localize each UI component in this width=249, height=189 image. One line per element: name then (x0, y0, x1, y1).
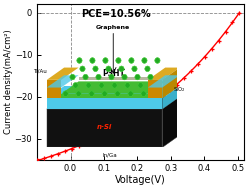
Circle shape (141, 91, 146, 96)
Circle shape (93, 66, 98, 72)
Circle shape (115, 91, 120, 96)
Polygon shape (162, 97, 180, 147)
Polygon shape (148, 68, 180, 80)
Text: PCE=10.56%: PCE=10.56% (81, 9, 151, 19)
Polygon shape (79, 77, 165, 80)
X-axis label: Voltage(V): Voltage(V) (115, 175, 166, 185)
Circle shape (73, 83, 78, 88)
Text: Ti/Au: Ti/Au (33, 68, 47, 73)
Circle shape (145, 66, 150, 72)
Circle shape (102, 91, 107, 96)
Text: Graphene: Graphene (96, 25, 130, 29)
Circle shape (76, 91, 81, 96)
Polygon shape (47, 109, 162, 147)
Polygon shape (47, 97, 180, 109)
Circle shape (155, 58, 160, 63)
Text: P3HT: P3HT (102, 69, 125, 78)
Polygon shape (162, 86, 180, 109)
Circle shape (63, 91, 68, 96)
Circle shape (70, 74, 75, 80)
Circle shape (138, 83, 143, 88)
Circle shape (99, 83, 104, 88)
Circle shape (89, 91, 94, 96)
Y-axis label: Current density(mA/cm²): Current density(mA/cm²) (4, 29, 13, 134)
Polygon shape (61, 94, 148, 98)
Circle shape (109, 74, 114, 80)
Polygon shape (47, 75, 79, 88)
Polygon shape (47, 80, 61, 98)
Circle shape (148, 74, 153, 80)
Circle shape (80, 66, 85, 72)
Polygon shape (47, 68, 79, 80)
Circle shape (116, 58, 121, 63)
Text: In/Ga: In/Ga (102, 152, 117, 157)
Circle shape (135, 74, 140, 80)
Circle shape (142, 58, 147, 63)
Polygon shape (61, 81, 165, 94)
Circle shape (129, 58, 134, 63)
Circle shape (112, 83, 117, 88)
Circle shape (86, 83, 91, 88)
Circle shape (122, 74, 127, 80)
Circle shape (77, 58, 82, 63)
Circle shape (128, 91, 133, 96)
Circle shape (119, 66, 124, 72)
Text: n-Si: n-Si (97, 125, 112, 130)
Polygon shape (162, 68, 180, 98)
Circle shape (132, 66, 137, 72)
Circle shape (106, 66, 111, 72)
Polygon shape (47, 98, 162, 109)
Polygon shape (47, 86, 180, 98)
Circle shape (125, 83, 130, 88)
Polygon shape (148, 80, 162, 98)
Circle shape (83, 74, 88, 80)
Text: SiO$_2$: SiO$_2$ (173, 85, 186, 94)
Circle shape (103, 58, 108, 63)
Polygon shape (148, 75, 180, 88)
Circle shape (90, 58, 95, 63)
Circle shape (96, 74, 101, 80)
